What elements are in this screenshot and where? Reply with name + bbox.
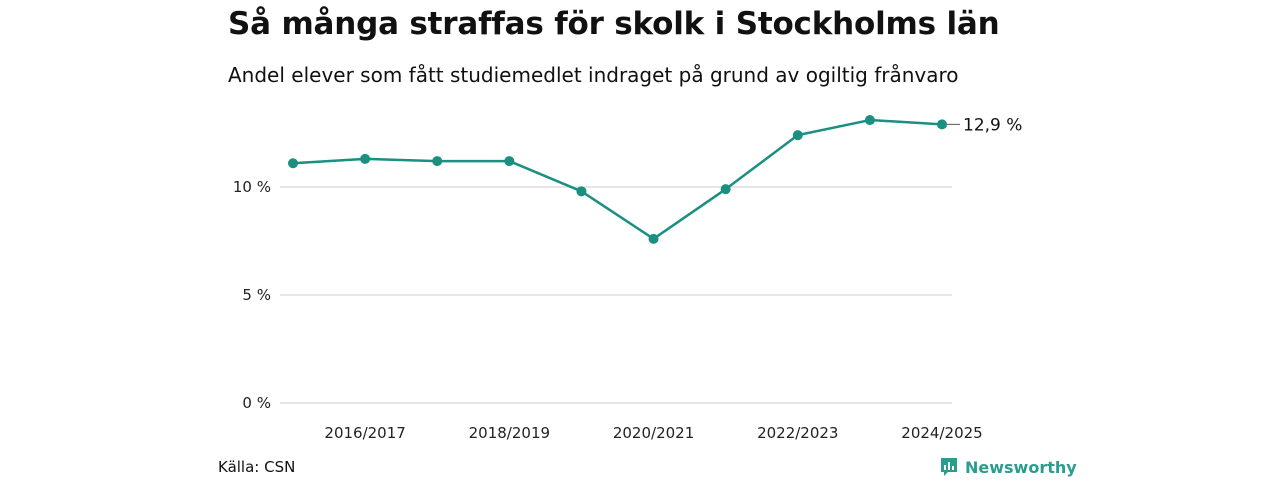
y-tick-label: 0 % bbox=[242, 394, 271, 412]
data-point bbox=[864, 115, 875, 126]
data-point bbox=[576, 186, 587, 197]
x-tick-label: 2016/2017 bbox=[324, 424, 405, 442]
data-point bbox=[432, 156, 443, 167]
data-point bbox=[648, 233, 659, 244]
data-point bbox=[504, 156, 515, 167]
data-point bbox=[792, 130, 803, 141]
x-tick-label: 2020/2021 bbox=[613, 424, 694, 442]
series-line bbox=[292, 118, 943, 241]
newsworthy-logo-text: Newsworthy bbox=[965, 457, 1077, 477]
data-point bbox=[360, 153, 371, 164]
data-point bbox=[720, 184, 731, 195]
y-tick-label: 5 % bbox=[242, 286, 271, 304]
newsworthy-logo-icon bbox=[941, 458, 957, 476]
end-value-label: 12,9 % bbox=[963, 115, 1022, 135]
newsworthy-logo: Newsworthy bbox=[939, 456, 1077, 478]
source-note: Källa: CSN bbox=[218, 458, 296, 476]
y-tick-label: 10 % bbox=[233, 178, 271, 196]
data-point bbox=[288, 158, 298, 169]
x-tick-label: 2024/2025 bbox=[901, 424, 982, 442]
chart-subtitle: Andel elever som fått studiemedlet indra… bbox=[228, 63, 959, 87]
x-tick-label: 2018/2019 bbox=[469, 424, 550, 442]
chart-title: Så många straffas för skolk i Stockholms… bbox=[228, 6, 1000, 42]
data-point bbox=[937, 119, 947, 130]
x-tick-label: 2022/2023 bbox=[757, 424, 838, 442]
